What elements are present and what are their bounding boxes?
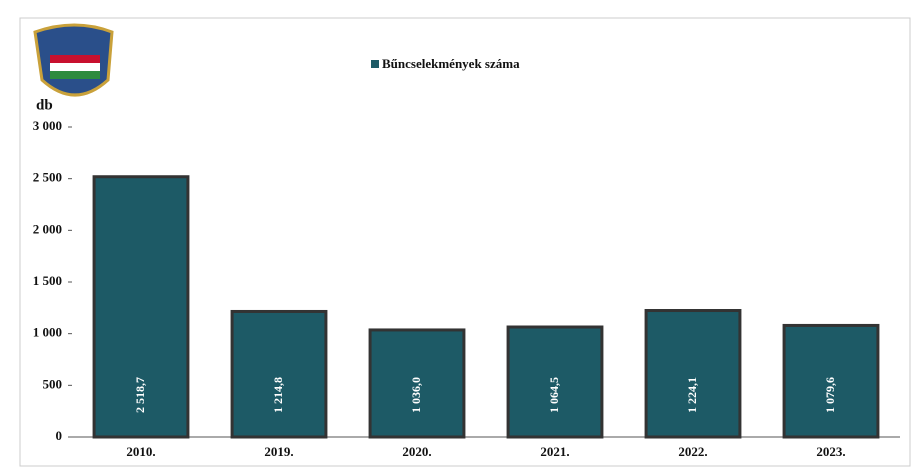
bar — [644, 309, 742, 439]
x-tick-label: 2023. — [816, 444, 845, 459]
value-label: 1 079,6 — [823, 377, 837, 413]
x-tick-label: 2022. — [678, 444, 707, 459]
x-tick-label: 2020. — [402, 444, 431, 459]
bar — [368, 328, 466, 439]
logo — [33, 23, 114, 97]
bar — [92, 175, 190, 439]
bar — [506, 325, 604, 439]
legend-swatch — [371, 60, 379, 68]
y-tick-label: 3 000 — [33, 118, 62, 133]
y-tick-label: 1 000 — [33, 325, 62, 340]
bar — [782, 323, 880, 439]
y-axis-label: db — [36, 97, 53, 113]
value-label: 1 036,0 — [409, 377, 423, 413]
x-tick-label: 2019. — [264, 444, 293, 459]
value-label: 2 518,7 — [133, 377, 147, 413]
x-tick-label: 2021. — [540, 444, 569, 459]
bar — [230, 309, 328, 439]
value-label: 1 064,5 — [547, 377, 561, 413]
y-tick-label: 1 500 — [33, 273, 62, 288]
value-label: 1 214,8 — [271, 377, 285, 413]
x-tick-label: 2010. — [126, 444, 155, 459]
value-label: 1 224,1 — [685, 377, 699, 413]
y-tick-label: 2 000 — [33, 221, 62, 236]
y-tick-label: 2 500 — [33, 170, 62, 185]
y-tick-label: 0 — [56, 428, 63, 443]
y-tick-label: 500 — [43, 376, 63, 391]
legend-label: Bűncselekmények száma — [382, 56, 520, 71]
